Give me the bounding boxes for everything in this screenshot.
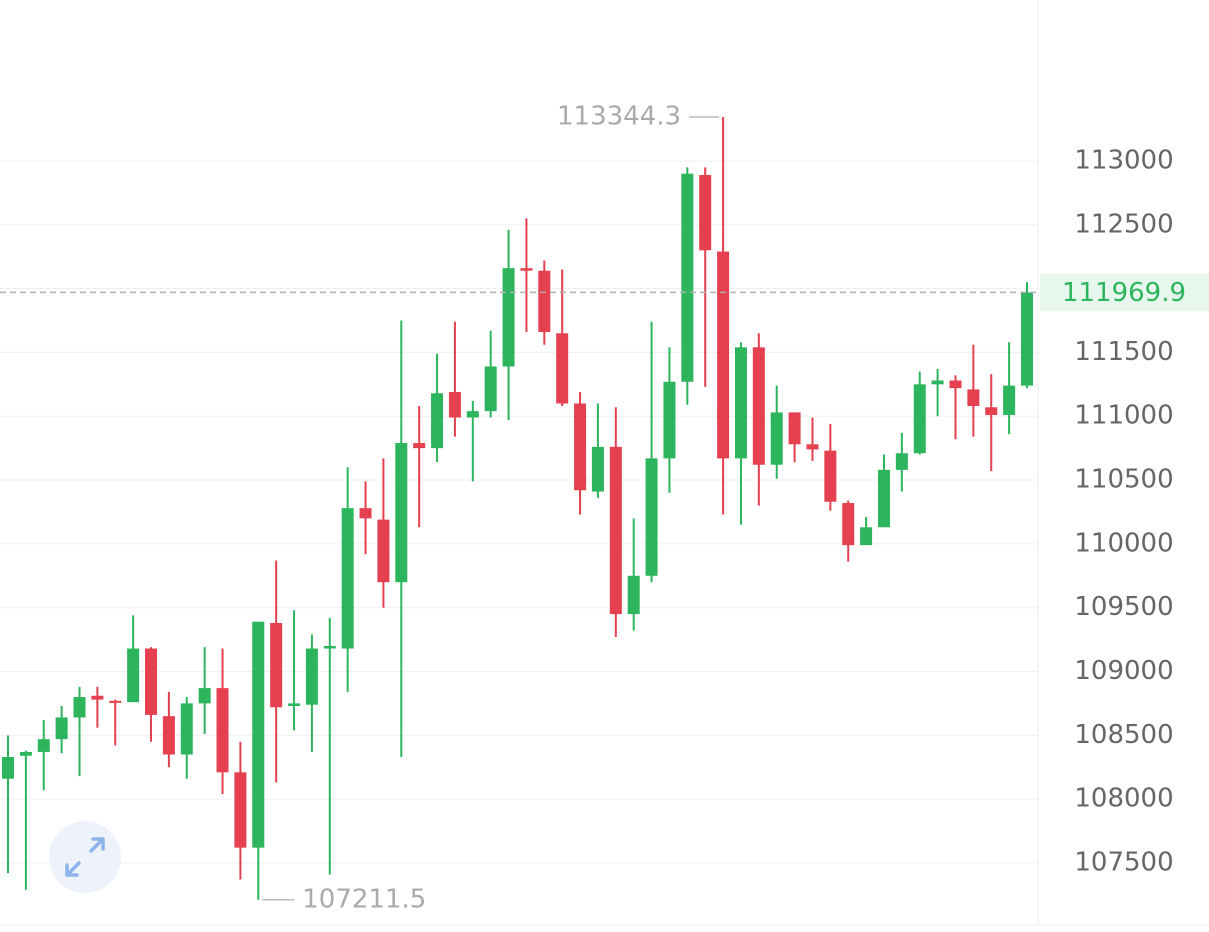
candle-body — [37, 739, 50, 752]
candle-body — [913, 384, 926, 454]
y-tick-label: 107500 — [1074, 847, 1173, 877]
candle-body — [252, 621, 265, 848]
candle-body — [717, 251, 730, 459]
candle-body — [645, 458, 658, 576]
grid — [0, 160, 1038, 864]
current-price-label: 111969.9 — [1062, 278, 1186, 308]
y-tick-label: 111000 — [1074, 401, 1173, 431]
y-tick-label: 109000 — [1074, 656, 1173, 686]
current-price-box — [1040, 273, 1209, 312]
candle-body — [127, 648, 140, 703]
candle-body — [305, 648, 318, 705]
candle-body — [627, 575, 640, 615]
candle-body — [770, 412, 783, 465]
candle-body — [145, 648, 158, 715]
y-tick-label: 108500 — [1074, 720, 1173, 750]
candle-body — [967, 389, 980, 407]
candle-body — [19, 751, 32, 756]
candle-body — [484, 366, 497, 412]
candle-body — [931, 380, 944, 385]
candle-body — [699, 174, 712, 251]
y-tick-label: 109500 — [1074, 592, 1173, 622]
candle-body — [1003, 385, 1016, 415]
candle-body — [824, 450, 837, 502]
candle-body — [681, 173, 694, 382]
candle-body — [198, 688, 211, 704]
candle-body — [109, 700, 122, 703]
candle-body — [591, 446, 604, 492]
candle-body — [216, 688, 229, 773]
y-tick-label: 108000 — [1074, 784, 1173, 814]
candle-body — [842, 503, 855, 546]
candle-body — [752, 347, 765, 465]
candle-body — [288, 703, 301, 706]
candle-body — [359, 508, 372, 519]
candle-body — [466, 411, 479, 418]
candle-body — [323, 645, 336, 649]
candle-body — [341, 508, 354, 649]
candle-body — [985, 407, 998, 415]
candle-body — [377, 519, 390, 583]
candle-body — [180, 703, 193, 755]
candle-body — [556, 333, 569, 404]
candle-body — [91, 695, 104, 700]
candle-body — [73, 697, 86, 718]
candles — [2, 117, 1033, 900]
y-tick-label: 110000 — [1074, 528, 1173, 558]
candle-body — [1021, 292, 1033, 386]
y-tick-label: 110500 — [1074, 465, 1173, 495]
candle-body — [413, 443, 426, 449]
candle-body — [949, 380, 962, 389]
price-panel — [1038, 0, 1209, 932]
candle-body — [860, 527, 873, 546]
candle-body — [502, 268, 515, 367]
candle-body — [395, 443, 408, 583]
labels: 107500 108000 108500 109000 109500 110000 1105… — [0, 102, 1209, 914]
candle-body — [663, 381, 676, 459]
candle-body — [162, 716, 175, 755]
candle-body — [788, 412, 801, 445]
candle-body — [538, 270, 551, 332]
min-label: 107211.5 — [302, 884, 426, 914]
y-tick-label: 111500 — [1074, 337, 1173, 367]
y-tick-label: 113000 — [1074, 145, 1173, 175]
y-tick-label: 112500 — [1074, 209, 1173, 239]
candle-body — [55, 717, 68, 740]
candle-body — [895, 453, 908, 470]
candle-body — [270, 623, 283, 708]
candle-body — [448, 391, 461, 418]
candle-body — [431, 393, 444, 449]
candle-body — [574, 403, 587, 491]
candle-body — [877, 469, 890, 528]
expand-circle[interactable] — [49, 821, 121, 893]
candle-body — [234, 772, 247, 848]
candle-body — [734, 347, 747, 459]
candle-body — [609, 446, 622, 615]
candle-body — [520, 268, 533, 271]
max-label: 113344.3 — [557, 102, 681, 132]
expand-icon[interactable] — [65, 837, 105, 877]
candle-body — [2, 757, 14, 779]
candle-body — [806, 444, 819, 450]
expand-button[interactable] — [49, 821, 121, 893]
